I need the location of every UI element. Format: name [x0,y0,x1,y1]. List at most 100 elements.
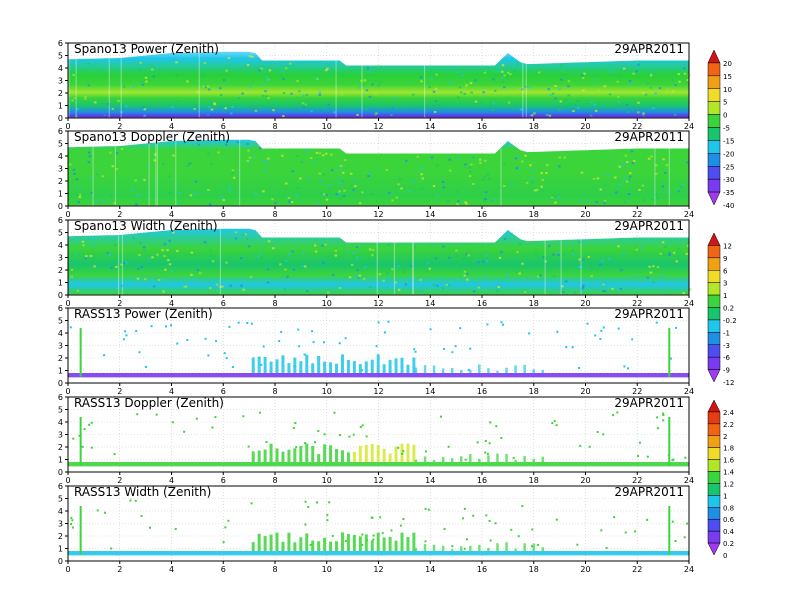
colorbar-swatch [707,270,721,283]
echo-speckle [649,72,653,75]
echo-dot [588,445,591,448]
band-column [317,454,321,462]
echo-speckle [623,201,626,204]
echo-speckle [664,246,667,249]
echo-dot [294,422,297,425]
echo-speckle [552,275,556,278]
y-tick-label: 5 [58,317,63,326]
echo-speckle [558,108,561,111]
echo-speckle [120,148,124,151]
echo-speckle [89,254,93,257]
echo-speckle [258,69,261,72]
echo-dot [594,334,597,337]
echo-speckle [673,113,677,116]
echo-speckle [121,62,125,65]
echo-speckle [683,72,687,75]
echo-dot [401,452,404,455]
echo-speckle [421,177,424,180]
echo-dot [250,322,253,325]
band-column [505,453,508,462]
band-column [388,536,392,551]
echo-speckle [420,167,423,170]
gap-column [412,242,414,295]
band-column [412,357,416,373]
echo-speckle [637,101,640,104]
echo-dot [304,442,307,445]
echo-speckle [474,79,477,82]
echo-speckle [295,194,298,197]
echo-speckle [247,149,250,152]
colorbar-label: -40 [723,202,734,210]
x-tick-label: 14 [425,210,435,219]
y-tick-label: 3 [58,165,63,174]
echo-speckle [336,193,340,196]
colorbar-label: 15 [723,73,732,81]
echo-speckle [237,263,241,266]
echo-dot [485,514,488,517]
echo-speckle [482,260,485,263]
echo-speckle [193,107,196,110]
colorbar-label: -0.2 [723,317,737,325]
colorbar-swatch [707,62,721,77]
echo-speckle [206,85,210,88]
echo-speckle [355,274,359,277]
echo-dot [472,514,475,517]
echo-dot [639,441,642,444]
echo-speckle [652,281,655,284]
echo-speckle [456,190,459,193]
echo-speckle [202,85,206,88]
echo-dot [662,419,665,422]
echo-speckle [477,286,481,289]
colorbar-label: -35 [723,189,734,197]
echo-dot [326,519,329,522]
echo-speckle [448,284,451,287]
echo-speckle [378,82,382,85]
echo-speckle [521,262,524,265]
y-tick-label: 3 [58,254,63,263]
band-column [541,547,545,551]
x-tick-label: 6 [221,387,226,396]
echo-speckle [266,268,270,271]
x-tick-label: 8 [272,476,277,485]
echo-speckle [296,80,299,83]
echo-speckle [234,237,238,240]
echo-speckle [131,189,135,192]
band-column [323,537,327,551]
echo-speckle [524,85,528,88]
echo-speckle [391,199,394,202]
echo-speckle [291,170,294,173]
echo-dot [361,369,364,372]
echo-speckle [651,198,654,201]
echo-speckle [184,285,188,288]
echo-dot [344,337,347,340]
echo-dot [317,429,320,432]
panel-date: 29APR2011 [614,130,684,144]
colorbar-label: -1 [723,329,730,337]
echo-speckle [571,253,575,256]
y-tick-label: 0 [58,468,63,477]
echo-dot [365,435,368,438]
echo-speckle [577,283,581,286]
band-column [382,364,386,373]
echo-speckle [602,289,605,292]
echo-speckle [103,199,106,202]
echo-speckle [198,272,202,275]
echo-speckle [557,250,560,253]
echo-dot [90,446,93,449]
echo-speckle [400,187,403,190]
echo-speckle [167,259,170,262]
echo-speckle [85,255,88,258]
x-tick-label: 0 [65,565,70,574]
gap-column [198,52,200,118]
echo-dot [379,516,382,519]
echo-speckle [104,66,107,69]
echo-speckle [437,91,441,94]
echo-speckle [152,75,155,78]
y-tick-label: 1 [58,545,63,554]
x-tick-label: 22 [632,210,642,219]
echo-speckle [190,273,193,276]
x-tick-label: 20 [580,565,590,574]
echo-speckle [540,185,543,188]
